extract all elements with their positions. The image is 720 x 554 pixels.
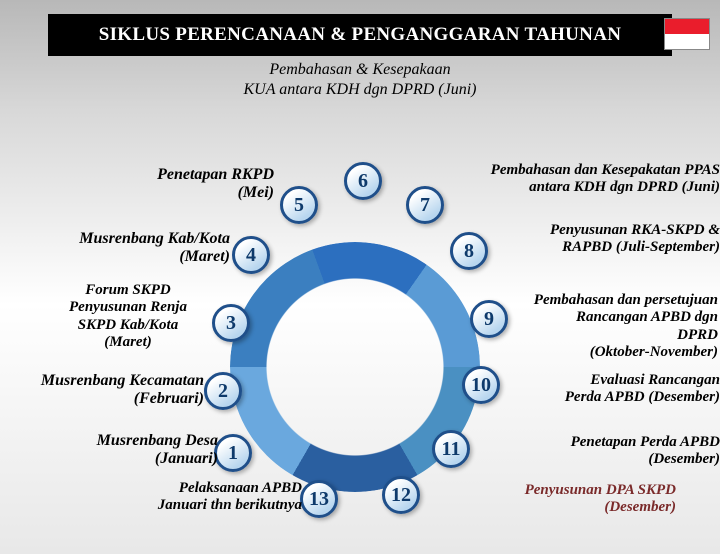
cycle-node-3: 3 <box>212 304 250 342</box>
cycle-canvas: 12345678910111213 Musrenbang Desa(Januar… <box>0 14 720 554</box>
cycle-label-4: Musrenbang Kab/Kota(Maret) <box>12 230 230 267</box>
cycle-node-12: 12 <box>382 476 420 514</box>
cycle-node-1: 1 <box>214 434 252 472</box>
cycle-node-10: 10 <box>462 366 500 404</box>
cycle-label-1: Musrenbang Desa(Januari) <box>78 432 218 469</box>
cycle-label-3: Forum SKPDPenyusunan RenjaSKPD Kab/Kota(… <box>44 282 212 351</box>
cycle-node-6: 6 <box>344 162 382 200</box>
cycle-node-13: 13 <box>300 480 338 518</box>
cycle-label-9: Pembahasan dan persetujuanRancangan APBD… <box>502 292 718 361</box>
cycle-node-5: 5 <box>280 186 318 224</box>
cycle-node-11: 11 <box>432 430 470 468</box>
cycle-label-11: Penetapan Perda APBD(Desember) <box>524 434 720 469</box>
cycle-label-13: Pelaksanaan APBDJanuari thn berikutnya <box>126 480 302 515</box>
cycle-node-2: 2 <box>204 372 242 410</box>
cycle-label-12: Penyusunan DPA SKPD(Desember) <box>466 482 676 517</box>
cycle-label-8: Penyusunan RKA-SKPD &RAPBD (Juli-Septemb… <box>486 222 720 257</box>
cycle-node-4: 4 <box>232 236 270 274</box>
cycle-node-8: 8 <box>450 232 488 270</box>
cycle-label-7: Pembahasan dan Kesepakatan PPASantara KD… <box>432 162 720 197</box>
cycle-label-10: Evaluasi RancanganPerda APBD (Desember) <box>524 372 720 407</box>
cycle-label-2: Musrenbang Kecamatan(Februari) <box>0 372 204 409</box>
cycle-label-5: Penetapan RKPD(Mei) <box>108 166 274 203</box>
